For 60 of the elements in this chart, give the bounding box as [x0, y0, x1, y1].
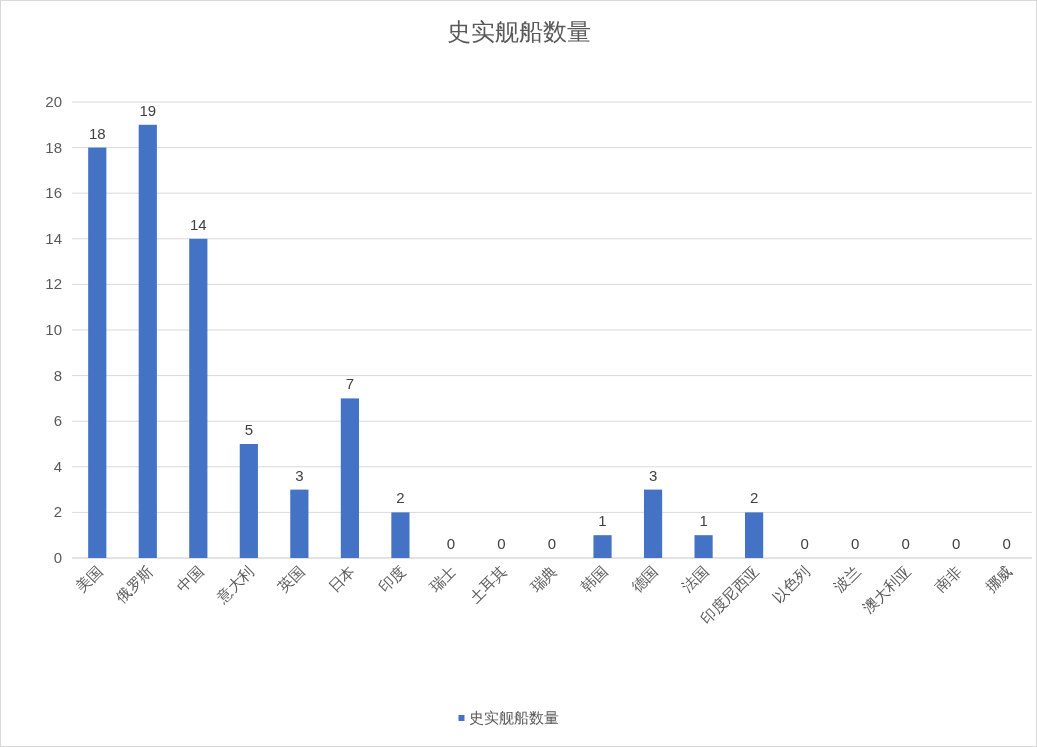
bar [189, 238, 208, 558]
data-label: 1 [699, 512, 708, 530]
bar [340, 398, 359, 558]
legend-label: 史实舰船数量 [468, 709, 559, 726]
data-label: 14 [189, 215, 207, 233]
y-tick-label: 6 [53, 412, 62, 430]
data-label: 0 [850, 535, 860, 552]
x-tick-label: 德国 [627, 562, 662, 596]
bar [593, 535, 612, 558]
bar [391, 512, 410, 558]
y-tick-label: 4 [53, 457, 62, 475]
y-tick-label: 14 [45, 229, 62, 247]
data-label: 18 [88, 124, 106, 142]
x-tick-label: 波兰 [830, 562, 864, 596]
y-tick-label: 0 [53, 549, 62, 566]
data-label: 0 [800, 535, 809, 552]
x-tick-label: 印度 [375, 562, 409, 596]
bar [88, 147, 107, 558]
x-tick-label: 土耳其 [465, 562, 510, 606]
x-tick-label: 日本 [324, 562, 359, 596]
y-tick-label: 10 [45, 321, 62, 338]
x-tick-label: 意大利 [212, 562, 257, 607]
data-label: 19 [139, 101, 157, 119]
data-label: 0 [1002, 535, 1011, 552]
data-label: 0 [952, 535, 961, 552]
x-tick-label: 瑞典 [526, 562, 561, 596]
x-tick-label: 中国 [173, 562, 207, 596]
x-tick-label: 挪威 [981, 562, 1015, 596]
x-tick-label: 南非 [931, 562, 965, 596]
y-tick-label: 2 [53, 503, 62, 521]
bar [239, 444, 258, 558]
x-tick-label: 俄罗斯 [112, 562, 156, 606]
x-tick-label: 法国 [678, 562, 712, 596]
data-label: 2 [749, 489, 759, 507]
data-label: 7 [345, 375, 355, 393]
data-label: 5 [244, 421, 254, 438]
y-tick-label: 18 [45, 138, 62, 156]
x-tick-label: 美国 [72, 562, 106, 596]
x-tick-label: 瑞士 [425, 562, 460, 596]
y-tick-label: 8 [53, 366, 62, 384]
data-label: 3 [295, 466, 304, 484]
bar [138, 124, 157, 558]
data-label: 0 [547, 535, 557, 552]
data-label: 0 [901, 535, 910, 552]
data-label: 0 [497, 535, 506, 552]
x-tick-label: 以色列 [768, 562, 813, 606]
y-tick-label: 12 [45, 275, 62, 293]
data-label: 3 [648, 466, 658, 484]
y-tick-label: 16 [45, 184, 62, 202]
y-tick-label: 20 [45, 93, 62, 110]
data-label: 0 [446, 535, 456, 552]
bar [290, 489, 309, 558]
bar [643, 489, 663, 558]
x-tick-label: 韩国 [577, 562, 611, 596]
bar [694, 535, 713, 558]
x-tick-label: 英国 [274, 562, 308, 596]
chart-title: 史实舰船数量 [446, 18, 591, 45]
data-label: 2 [396, 489, 405, 507]
data-label: 1 [598, 512, 607, 530]
bar [745, 512, 764, 558]
